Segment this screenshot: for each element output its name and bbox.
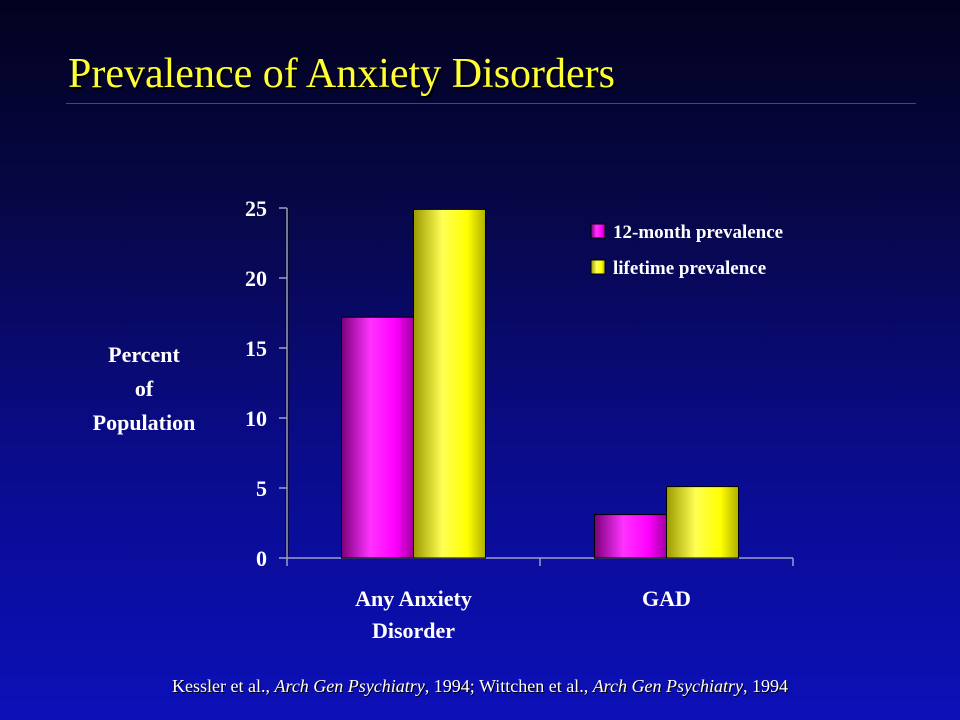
citation-journal-1: Arch Gen Psychiatry — [274, 676, 425, 696]
y-tick-label: 20 — [245, 266, 267, 291]
y-tick-label: 15 — [245, 336, 267, 361]
legend-swatch — [590, 223, 606, 239]
y-axis-label-line: Population — [93, 410, 196, 435]
legend: 12-month prevalence lifetime prevalence — [590, 222, 783, 279]
legend-label: lifetime prevalence — [613, 258, 766, 279]
bars — [341, 208, 739, 559]
bar-lifetime-1 — [666, 486, 739, 559]
bar-12-month-1 — [594, 514, 667, 559]
y-axis-label-line: of — [135, 376, 154, 401]
y-tick-label: 25 — [245, 196, 267, 221]
category-label: GAD — [642, 586, 691, 611]
citation-part-3: , 1994 — [742, 676, 788, 696]
citation-part-2: , 1994; Wittchen et al., — [424, 676, 593, 696]
legend-swatch — [590, 259, 606, 275]
bar-lifetime-0 — [413, 208, 486, 559]
citation-journal-2: Arch Gen Psychiatry — [592, 676, 743, 696]
y-tick-label: 0 — [256, 546, 267, 571]
category-labels: Any Anxiety Disorder GAD — [355, 586, 691, 643]
y-tick-label: 5 — [256, 476, 267, 501]
bar-12-month-0 — [341, 316, 414, 559]
y-axis-label: Percent of Population — [93, 342, 196, 435]
y-tick-label: 10 — [245, 406, 267, 431]
title-divider — [66, 103, 916, 104]
legend-label: 12-month prevalence — [613, 222, 783, 243]
slide-title: Prevalence of Anxiety Disorders — [68, 51, 616, 97]
category-label: Disorder — [372, 618, 455, 643]
citation: Kessler et al., Arch Gen Psychiatry, 199… — [0, 676, 960, 697]
y-axis-label-line: Percent — [108, 342, 180, 367]
category-label: Any Anxiety — [355, 586, 472, 611]
y-ticks: 0 5 10 15 20 25 — [245, 196, 287, 571]
citation-part-1: Kessler et al., — [172, 676, 275, 696]
